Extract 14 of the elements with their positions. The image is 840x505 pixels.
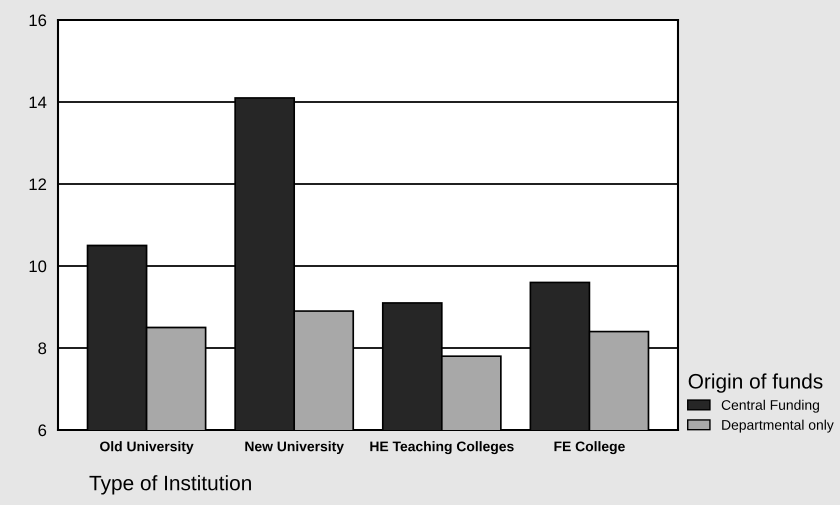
x-tick-label: Old University	[100, 441, 194, 454]
legend-label: Central Funding	[722, 400, 819, 413]
x-tick-label: HE Teaching Colleges	[370, 441, 514, 454]
y-tick-label: 14	[30, 96, 46, 108]
y-tick-label: 12	[30, 178, 46, 190]
y-tick-label: 10	[30, 260, 46, 272]
y-tick-label: 16	[30, 14, 46, 26]
legend-title: Origin of funds	[688, 373, 822, 393]
x-tick-label: FE College	[554, 441, 625, 454]
y-tick-label: 6	[38, 424, 46, 436]
x-tick-label: New University	[245, 441, 344, 454]
legend-label: Departmental only	[722, 420, 834, 433]
y-tick-label: 8	[38, 342, 46, 354]
x-axis-title: Type of Institution	[89, 475, 251, 495]
